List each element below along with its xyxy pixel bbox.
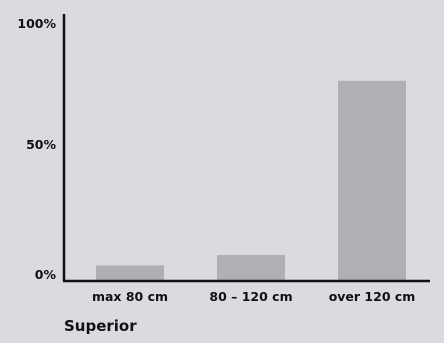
bar-0 bbox=[96, 265, 164, 281]
x-category-label-2: over 120 cm bbox=[329, 289, 416, 304]
y-tick-labels: 0% 50% 100% bbox=[17, 16, 56, 282]
x-category-labels: max 80 cm 80 – 120 cm over 120 cm bbox=[92, 289, 415, 304]
y-tick-label-0: 0% bbox=[35, 267, 57, 282]
bar-2 bbox=[338, 80, 406, 281]
x-category-label-0: max 80 cm bbox=[92, 289, 168, 304]
y-tick-label-1: 50% bbox=[26, 137, 56, 152]
bar-1 bbox=[217, 255, 285, 281]
bars-group bbox=[96, 80, 406, 281]
chart-caption: Superior bbox=[64, 317, 137, 335]
axes-group bbox=[62, 14, 430, 283]
y-tick-label-2: 100% bbox=[17, 16, 56, 31]
x-category-label-1: 80 – 120 cm bbox=[209, 289, 292, 304]
